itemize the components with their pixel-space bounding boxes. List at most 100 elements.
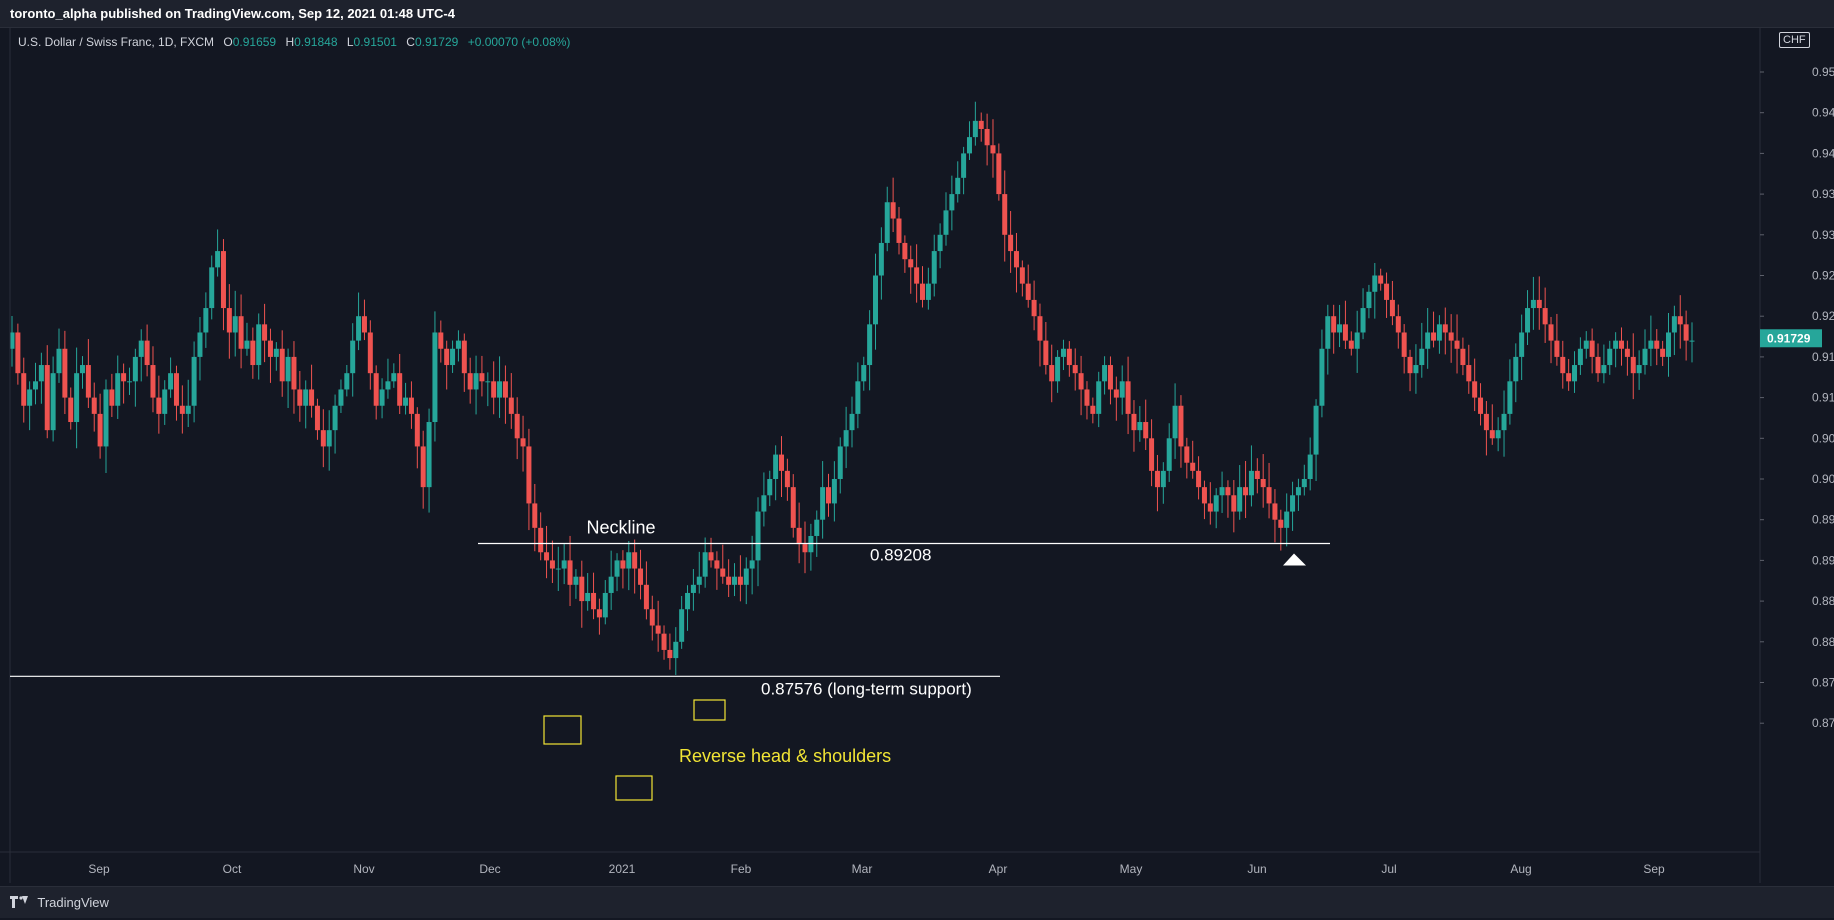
candle-body — [943, 210, 949, 235]
candle-body — [626, 552, 632, 569]
candle-body — [1184, 446, 1190, 463]
candle-body — [1519, 332, 1525, 357]
candle-body — [1049, 365, 1055, 382]
candle-body — [1325, 316, 1331, 349]
time-tick-label: Mar — [852, 862, 873, 876]
candle-body — [1389, 299, 1395, 317]
candle-body — [1677, 316, 1683, 325]
current-price-tag — [1760, 329, 1822, 348]
candle-body — [649, 609, 655, 626]
candle-body — [1113, 389, 1119, 398]
candle-body — [1143, 422, 1149, 439]
price-tick-label: 0.89500 — [1812, 513, 1834, 527]
candle-body — [185, 405, 191, 414]
candle-body — [608, 576, 614, 593]
time-axis[interactable]: Sep Oct Nov Dec 2021 Feb Mar Apr May Jun Jul Aug Sep — [0, 851, 1760, 876]
candle-body — [737, 576, 743, 585]
candle-body — [784, 470, 790, 488]
candle-body — [1572, 365, 1578, 382]
candle-body — [1671, 316, 1677, 333]
candle-body — [1460, 348, 1466, 366]
time-tick-label: Oct — [223, 862, 242, 876]
candle-body — [1589, 340, 1595, 357]
candle-body — [1090, 405, 1096, 414]
candle-body — [209, 267, 215, 309]
candle-body — [1536, 299, 1542, 309]
candle-body — [1413, 365, 1419, 374]
candle-body — [696, 576, 702, 585]
candle-body — [1495, 430, 1501, 439]
candle-body — [74, 373, 80, 423]
candle-body — [520, 438, 526, 447]
price-tick-label: 0.93500 — [1812, 187, 1834, 201]
close-label: C — [406, 35, 415, 49]
candle-body — [9, 332, 15, 349]
candle-body — [220, 251, 226, 309]
candle-body — [256, 324, 262, 366]
candle-body — [244, 340, 250, 349]
candle-body — [1154, 470, 1160, 488]
candle-body — [1019, 267, 1025, 284]
candle-body — [1425, 332, 1431, 349]
candle-body — [708, 552, 714, 561]
candle-body — [1284, 511, 1290, 528]
time-tick-label: Sep — [88, 862, 110, 876]
candle-body — [544, 552, 550, 561]
pattern-label: Reverse head & shoulders — [679, 746, 891, 766]
publisher-text: toronto_alpha published on TradingView.c… — [10, 6, 455, 21]
candle-body — [990, 145, 996, 154]
candle-body — [567, 560, 573, 585]
candle-body — [661, 633, 667, 650]
candle-body — [1442, 324, 1448, 333]
price-tick-label: 0.91500 — [1812, 350, 1834, 364]
candle-body — [1366, 291, 1372, 309]
candle-body — [749, 560, 755, 569]
candle-body — [1630, 356, 1636, 374]
candle-body — [1642, 348, 1648, 366]
candle-body — [50, 373, 56, 431]
candle-body — [491, 381, 497, 398]
candle-body — [1448, 332, 1454, 341]
price-axis[interactable]: 0.87000 0.87500 0.88000 0.88500 0.89000 0.895… — [9, 28, 1834, 886]
candle-body — [479, 373, 485, 382]
candle-body — [314, 405, 320, 431]
candle-body — [1131, 413, 1137, 431]
time-tick-label: Aug — [1510, 862, 1531, 876]
candle-body — [403, 397, 409, 406]
candle-body — [215, 251, 221, 268]
candle-body — [896, 218, 902, 243]
candle-body — [1313, 405, 1319, 455]
candle-body — [1031, 299, 1037, 317]
candle-body — [44, 365, 50, 431]
candle-body — [755, 511, 761, 561]
candle-body — [1401, 332, 1407, 357]
candle-body — [702, 552, 708, 577]
candle-body — [890, 202, 896, 219]
high-value: 0.91848 — [294, 35, 338, 49]
price-tick-label: 0.87000 — [1812, 716, 1834, 730]
candle-body — [291, 356, 297, 390]
candle-body — [91, 397, 97, 414]
candle-body — [285, 356, 291, 382]
candle-body — [679, 609, 685, 642]
candlestick-chart[interactable]: 0.87000 0.87500 0.88000 0.88500 0.89000 0.895… — [0, 28, 1834, 886]
candle-body — [1407, 356, 1413, 374]
candle-body — [538, 527, 544, 553]
candle-body — [1037, 316, 1043, 341]
candle-body — [1008, 234, 1014, 252]
price-tick-label: 0.91000 — [1812, 391, 1834, 405]
candle-body — [1172, 405, 1178, 439]
open-value: 0.91659 — [232, 35, 277, 49]
candle-body — [1066, 348, 1072, 366]
candle-body — [1507, 381, 1513, 414]
candle-body — [21, 373, 27, 406]
currency-chip[interactable]: CHF — [1779, 32, 1810, 48]
chart-area[interactable]: 0.87000 0.87500 0.88000 0.88500 0.89000 0.895… — [0, 28, 1834, 886]
candle-body — [1060, 348, 1066, 357]
candle-body — [1478, 397, 1484, 414]
candle-body — [579, 576, 585, 602]
candle-body — [573, 576, 579, 585]
candle-body — [555, 568, 561, 570]
candle-body — [1530, 299, 1536, 309]
candle-body — [226, 308, 232, 333]
